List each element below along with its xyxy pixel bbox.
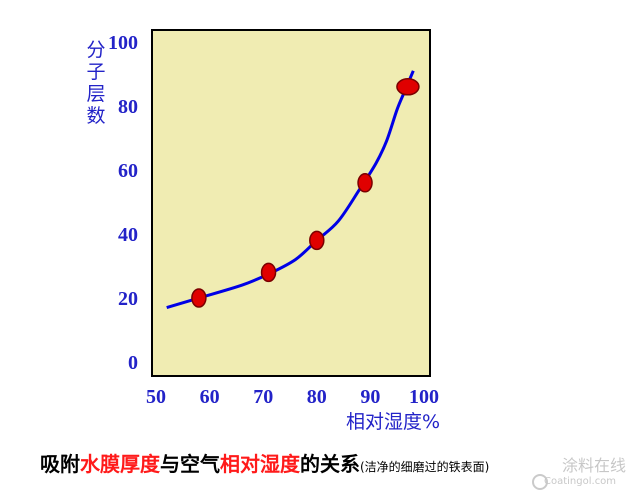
y-tick-label: 100 xyxy=(108,32,138,54)
y-axis-ticks: 0 20 40 60 80 100 xyxy=(108,32,138,374)
y-axis-label-char: 层 xyxy=(86,83,105,105)
y-tick-label: 0 xyxy=(128,352,138,374)
y-tick-label: 40 xyxy=(118,224,138,246)
caption-part-1: 吸附 xyxy=(40,452,80,476)
y-tick-label: 20 xyxy=(118,288,138,310)
x-tick-label: 60 xyxy=(200,386,220,408)
caption-part-3: 与空气 xyxy=(160,452,220,476)
x-tick-label: 100 xyxy=(409,386,439,408)
x-axis-ticks: 50 60 70 80 90 100 xyxy=(146,386,439,408)
x-tick-label: 70 xyxy=(253,386,273,408)
fitted-curve xyxy=(166,70,415,310)
caption-part-4: 相对湿度 xyxy=(220,452,300,476)
y-axis-label-char: 子 xyxy=(86,61,105,83)
x-axis-label: 相对湿度% xyxy=(346,411,440,433)
wechat-icon xyxy=(532,474,548,490)
watermark-title: 涂料在线 xyxy=(562,456,627,475)
y-tick-label: 60 xyxy=(118,160,138,182)
plot-area xyxy=(151,29,431,377)
caption-part-2: 水膜厚度 xyxy=(80,452,160,476)
caption-part-5: 的关系 xyxy=(300,452,360,476)
data-points xyxy=(191,78,420,308)
data-point xyxy=(260,262,277,283)
y-axis-label-char: 分 xyxy=(86,39,105,61)
data-point xyxy=(396,78,420,96)
x-tick-label: 80 xyxy=(307,386,327,408)
caption-note: (洁净的细磨过的铁表面) xyxy=(360,460,490,474)
data-point xyxy=(357,173,373,193)
data-point xyxy=(191,288,207,308)
watermark-subtitle: Coatingol.com xyxy=(544,476,617,487)
x-tick-label: 50 xyxy=(146,386,166,408)
data-point xyxy=(309,230,325,251)
y-axis-label-char: 数 xyxy=(86,105,105,127)
y-tick-label: 80 xyxy=(118,96,138,118)
watermark-logo: 涂料在线 Coatingol.com xyxy=(532,452,630,496)
x-tick-label: 90 xyxy=(360,386,380,408)
figure-caption: 吸附水膜厚度与空气相对湿度的关系(洁净的细磨过的铁表面) xyxy=(40,448,489,477)
